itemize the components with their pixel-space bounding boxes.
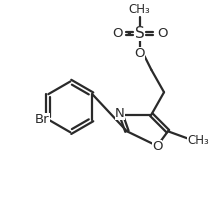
Text: O: O [112,27,122,40]
Text: O: O [157,27,167,40]
Text: CH₃: CH₃ [187,133,209,146]
Text: CH₃: CH₃ [129,3,151,16]
Text: O: O [152,140,163,153]
Text: Br: Br [35,113,50,126]
Text: S: S [135,26,144,41]
Text: N: N [115,107,125,120]
Text: O: O [134,47,145,60]
